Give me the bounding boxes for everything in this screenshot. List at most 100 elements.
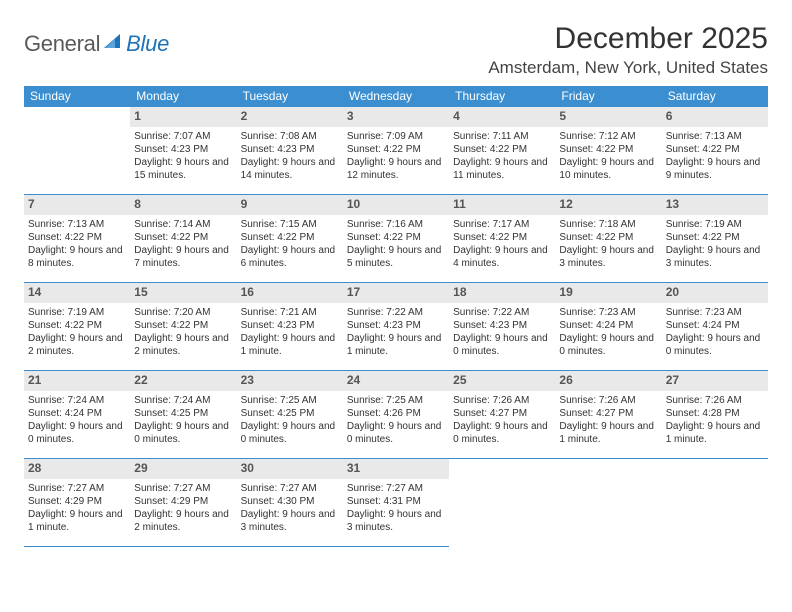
sail-icon [102,30,124,57]
day-number: 26 [555,371,661,391]
sunset-line: Sunset: 4:22 PM [347,231,445,244]
day-number: 12 [555,195,661,215]
sunrise-line: Sunrise: 7:26 AM [559,394,657,407]
weekday-header: Monday [130,86,236,107]
day-number: 14 [24,283,130,303]
brand-word-blue: Blue [126,31,169,57]
day-number: 2 [237,107,343,127]
sunrise-line: Sunrise: 7:27 AM [241,482,339,495]
calendar-cell: 10Sunrise: 7:16 AMSunset: 4:22 PMDayligh… [343,195,449,283]
weekday-header: Wednesday [343,86,449,107]
sunrise-line: Sunrise: 7:24 AM [134,394,232,407]
sunrise-line: Sunrise: 7:23 AM [666,306,764,319]
calendar-cell-empty [555,459,661,547]
day-number: 21 [24,371,130,391]
header: General Blue December 2025 Amsterdam, Ne… [24,22,768,78]
calendar-cell: 3 Sunrise: 7:09 AMSunset: 4:22 PMDaylight… [343,107,449,195]
sunset-line: Sunset: 4:22 PM [666,143,764,156]
sunset-line: Sunset: 4:23 PM [134,143,232,156]
calendar-cell: 17Sunrise: 7:22 AMSunset: 4:23 PMDayligh… [343,283,449,371]
day-number: 25 [449,371,555,391]
day-number: 11 [449,195,555,215]
day-number: 19 [555,283,661,303]
sunrise-line: Sunrise: 7:12 AM [559,130,657,143]
day-number: 18 [449,283,555,303]
day-number: 20 [662,283,768,303]
sunrise-line: Sunrise: 7:20 AM [134,306,232,319]
sunset-line: Sunset: 4:27 PM [453,407,551,420]
calendar-cell-empty [662,459,768,547]
sunset-line: Sunset: 4:28 PM [666,407,764,420]
daylight-line: Daylight: 9 hours and 3 minutes. [559,244,657,270]
calendar-cell: 23Sunrise: 7:25 AMSunset: 4:25 PMDayligh… [237,371,343,459]
calendar-cell: 29Sunrise: 7:27 AMSunset: 4:29 PMDayligh… [130,459,236,547]
calendar-cell: 24Sunrise: 7:25 AMSunset: 4:26 PMDayligh… [343,371,449,459]
sunset-line: Sunset: 4:22 PM [134,231,232,244]
daylight-line: Daylight: 9 hours and 10 minutes. [559,156,657,182]
daylight-line: Daylight: 9 hours and 12 minutes. [347,156,445,182]
calendar-cell: 2Sunrise: 7:08 AMSunset: 4:23 PMDaylight… [237,107,343,195]
location-subtitle: Amsterdam, New York, United States [488,58,768,78]
sunrise-line: Sunrise: 7:18 AM [559,218,657,231]
sunset-line: Sunset: 4:29 PM [28,495,126,508]
day-number: 10 [343,195,449,215]
day-number: 15 [130,283,236,303]
sunrise-line: Sunrise: 7:27 AM [347,482,445,495]
day-number: 23 [237,371,343,391]
weekday-header: Thursday [449,86,555,107]
sunset-line: Sunset: 4:25 PM [134,407,232,420]
daylight-line: Daylight: 9 hours and 8 minutes. [28,244,126,270]
calendar-cell: 4Sunrise: 7:11 AMSunset: 4:22 PMDaylight… [449,107,555,195]
calendar: SundayMondayTuesdayWednesdayThursdayFrid… [24,86,768,547]
sunrise-line: Sunrise: 7:15 AM [241,218,339,231]
daylight-line: Daylight: 9 hours and 0 minutes. [453,332,551,358]
calendar-cell: 16Sunrise: 7:21 AMSunset: 4:23 PMDayligh… [237,283,343,371]
daylight-line: Daylight: 9 hours and 0 minutes. [347,420,445,446]
sunset-line: Sunset: 4:30 PM [241,495,339,508]
sunrise-line: Sunrise: 7:19 AM [28,306,126,319]
daylight-line: Daylight: 9 hours and 1 minute. [666,420,764,446]
page-title: December 2025 [488,22,768,56]
calendar-cell: 12Sunrise: 7:18 AMSunset: 4:22 PMDayligh… [555,195,661,283]
sunrise-line: Sunrise: 7:22 AM [453,306,551,319]
sunrise-line: Sunrise: 7:14 AM [134,218,232,231]
weekday-header: Tuesday [237,86,343,107]
day-number: 22 [130,371,236,391]
daylight-line: Daylight: 9 hours and 2 minutes. [134,508,232,534]
day-number: 4 [449,107,555,127]
sunset-line: Sunset: 4:22 PM [347,143,445,156]
calendar-cell: 9Sunrise: 7:15 AMSunset: 4:22 PMDaylight… [237,195,343,283]
calendar-cell: 8Sunrise: 7:14 AMSunset: 4:22 PMDaylight… [130,195,236,283]
calendar-cell: 30Sunrise: 7:27 AMSunset: 4:30 PMDayligh… [237,459,343,547]
sunrise-line: Sunrise: 7:11 AM [453,130,551,143]
day-number: 1 [130,107,236,127]
daylight-line: Daylight: 9 hours and 2 minutes. [28,332,126,358]
sunrise-line: Sunrise: 7:26 AM [666,394,764,407]
sunrise-line: Sunrise: 7:26 AM [453,394,551,407]
calendar-cell: 14Sunrise: 7:19 AMSunset: 4:22 PMDayligh… [24,283,130,371]
day-number: 31 [343,459,449,479]
sunrise-line: Sunrise: 7:13 AM [28,218,126,231]
daylight-line: Daylight: 9 hours and 0 minutes. [28,420,126,446]
day-number: 13 [662,195,768,215]
calendar-cell: 19Sunrise: 7:23 AMSunset: 4:24 PMDayligh… [555,283,661,371]
calendar-header-row: SundayMondayTuesdayWednesdayThursdayFrid… [24,86,768,107]
daylight-line: Daylight: 9 hours and 1 minute. [559,420,657,446]
day-number: 9 [237,195,343,215]
day-number: 3 [343,107,449,127]
sunrise-line: Sunrise: 7:25 AM [241,394,339,407]
calendar-cell: 28Sunrise: 7:27 AMSunset: 4:29 PMDayligh… [24,459,130,547]
sunset-line: Sunset: 4:27 PM [559,407,657,420]
sunrise-line: Sunrise: 7:07 AM [134,130,232,143]
sunset-line: Sunset: 4:31 PM [347,495,445,508]
calendar-page: General Blue December 2025 Amsterdam, Ne… [0,0,792,565]
day-number: 29 [130,459,236,479]
daylight-line: Daylight: 9 hours and 1 minute. [28,508,126,534]
sunrise-line: Sunrise: 7:09 AM [347,130,445,143]
sunset-line: Sunset: 4:22 PM [28,231,126,244]
sunset-line: Sunset: 4:22 PM [453,143,551,156]
calendar-cell: 7Sunrise: 7:13 AMSunset: 4:22 PMDaylight… [24,195,130,283]
sunrise-line: Sunrise: 7:13 AM [666,130,764,143]
weekday-header: Friday [555,86,661,107]
sunset-line: Sunset: 4:24 PM [28,407,126,420]
